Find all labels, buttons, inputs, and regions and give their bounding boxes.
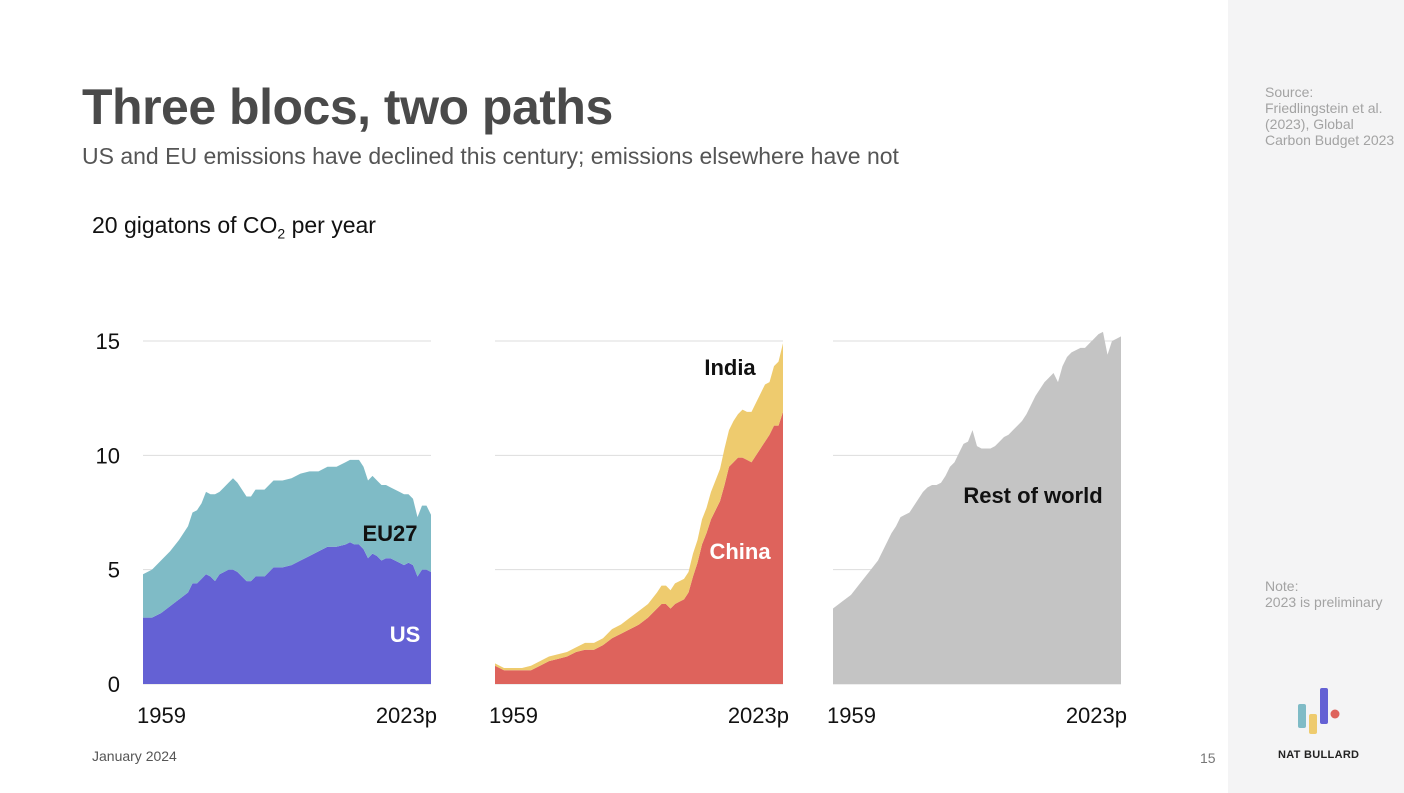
y-tick-label-2: 10: [96, 443, 120, 468]
source-text: Friedlingstein et al. (2023), Global Car…: [1265, 100, 1395, 148]
series-label-rest-of-world: Rest of world: [963, 483, 1102, 508]
source-note: Source: Friedlingstein et al. (2023), Gl…: [1265, 84, 1395, 148]
unit-prefix: 20 gigatons of CO: [92, 212, 278, 238]
footnote: Note: 2023 is preliminary: [1265, 578, 1395, 610]
area-china: [495, 411, 783, 684]
x-tick-label-start-1: 1959: [489, 703, 538, 728]
sidebar: Source: Friedlingstein et al. (2023), Gl…: [1228, 0, 1404, 793]
logo-bar-0: [1298, 704, 1306, 728]
bar-chart-logo-icon: [1298, 688, 1340, 734]
unit-label: 20 gigatons of CO2 per year: [92, 212, 376, 242]
page-title: Three blocs, two paths: [82, 79, 613, 135]
x-tick-label-start-2: 1959: [827, 703, 876, 728]
note-text: 2023 is preliminary: [1265, 594, 1383, 610]
x-tick-label-end-0: 2023p: [376, 703, 437, 728]
y-tick-label-0: 0: [108, 672, 120, 697]
y-tick-label-1: 5: [108, 558, 120, 583]
unit-subscript: 2: [277, 225, 286, 242]
logo-bar-2: [1320, 688, 1328, 724]
unit-suffix: per year: [285, 212, 376, 238]
page-number: 15: [1200, 750, 1216, 766]
x-tick-label-start-0: 1959: [137, 703, 186, 728]
brand-name: NAT BULLARD: [1278, 749, 1360, 761]
page-subtitle: US and EU emissions have declined this c…: [82, 143, 899, 169]
area-us: [143, 542, 431, 684]
series-label-us: US: [390, 622, 421, 647]
x-tick-label-end-2: 2023p: [1066, 703, 1127, 728]
logo-dot: [1330, 709, 1340, 719]
emissions-chart: 0 5 10 15 1959 2023p US EU27 1959 2023p China India…: [96, 329, 1127, 728]
series-label-china: China: [709, 539, 771, 564]
x-tick-label-end-1: 2023p: [728, 703, 789, 728]
note-label: Note:: [1265, 578, 1299, 594]
y-tick-label-3: 15: [96, 329, 120, 354]
source-label: Source:: [1265, 84, 1314, 100]
series-label-india: India: [704, 355, 756, 380]
logo-bar-1: [1309, 714, 1317, 734]
footer-date: January 2024: [92, 748, 177, 764]
area-eu27: [143, 459, 431, 618]
area-rest-of-world: [833, 331, 1121, 684]
series-label-eu27: EU27: [362, 521, 417, 546]
slide-main: Three blocs, two paths US and EU emissio…: [82, 79, 1216, 766]
